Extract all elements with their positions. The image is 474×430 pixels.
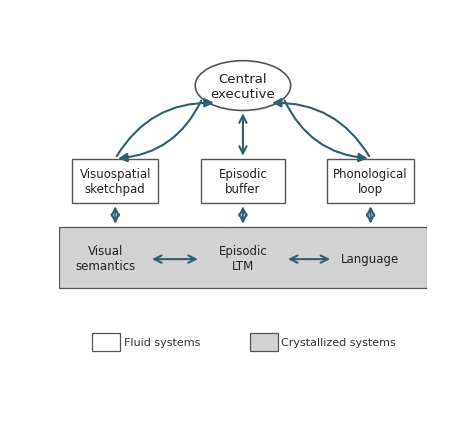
Text: Episodic
buffer: Episodic buffer (219, 168, 267, 196)
Text: Fluid systems: Fluid systems (124, 337, 200, 347)
Text: Central
executive: Central executive (210, 72, 275, 100)
Text: Crystallized systems: Crystallized systems (282, 337, 396, 347)
FancyArrowPatch shape (274, 100, 369, 157)
FancyArrowPatch shape (155, 256, 196, 263)
FancyArrowPatch shape (239, 209, 246, 222)
FancyArrowPatch shape (285, 101, 365, 162)
Text: Phonological
loop: Phonological loop (333, 168, 408, 196)
FancyBboxPatch shape (92, 333, 120, 351)
FancyArrowPatch shape (117, 100, 211, 157)
FancyBboxPatch shape (328, 159, 414, 204)
FancyArrowPatch shape (239, 116, 246, 154)
Text: Language: Language (340, 252, 399, 265)
FancyBboxPatch shape (59, 227, 427, 289)
FancyArrowPatch shape (290, 256, 328, 263)
FancyArrowPatch shape (120, 101, 201, 162)
Text: Episodic
LTM: Episodic LTM (219, 245, 267, 273)
FancyArrowPatch shape (112, 209, 119, 222)
FancyArrowPatch shape (367, 209, 374, 222)
Ellipse shape (195, 61, 291, 111)
FancyBboxPatch shape (72, 159, 158, 204)
FancyBboxPatch shape (250, 333, 278, 351)
Text: Visual
semantics: Visual semantics (75, 245, 135, 273)
FancyBboxPatch shape (201, 159, 285, 204)
Text: Visuospatial
sketchpad: Visuospatial sketchpad (80, 168, 151, 196)
